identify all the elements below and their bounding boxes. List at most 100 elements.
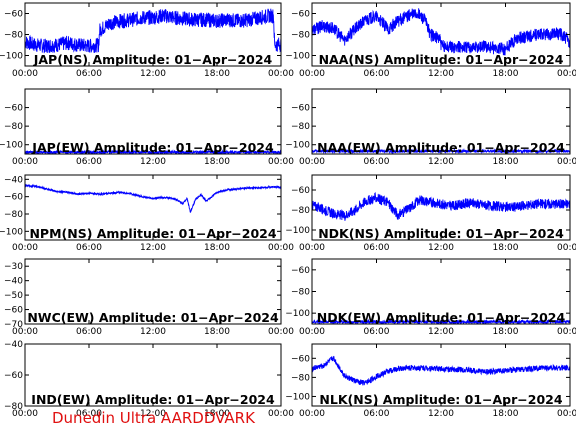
y-tick-label: −60 (291, 186, 310, 196)
x-tick-label: 18:00 (493, 327, 519, 337)
x-tick-label: 12:00 (428, 409, 454, 419)
panel-title: NAA(NS) Amplitude: 01−Apr−2024 (319, 52, 564, 67)
panel-title: JAP(NS) Amplitude: 01−Apr−2024 (33, 52, 273, 67)
y-tick-label: −100 (0, 227, 23, 237)
x-tick-label: 00:00 (557, 243, 576, 253)
panels: −60 −80 −100 00:00 06:00 12:00 18:00 00:00 JAP(N… (0, 2, 576, 419)
x-tick-label: 12:00 (428, 157, 454, 167)
y-tick-label: −60 (291, 266, 310, 276)
y-tick-label: −60 (4, 306, 23, 316)
x-tick-label: 06:00 (364, 409, 390, 419)
panel-2: −60 −80 −100 00:00 06:00 12:00 18:00 00:00 JAP(E… (0, 88, 294, 167)
x-tick-label: 00:00 (299, 243, 325, 253)
y-tick-label: −80 (4, 31, 23, 41)
panel-title: NPM(NS) Amplitude: 01−Apr−2024 (29, 226, 276, 241)
panel-7: −60 −80 −100 00:00 06:00 12:00 18:00 00:00 NDK(E… (285, 258, 576, 337)
y-tick-label: −60 (291, 354, 310, 364)
x-tick-label: 12:00 (140, 157, 166, 167)
x-tick-label: 00:00 (268, 409, 294, 419)
x-tick-label: 06:00 (76, 409, 102, 419)
x-tick-label: 00:00 (299, 327, 325, 337)
x-tick-label: 00:00 (268, 69, 294, 79)
x-tick-label: 18:00 (493, 409, 519, 419)
y-tick-label: −50 (4, 291, 23, 301)
y-tick-label: −100 (0, 52, 23, 62)
x-tick-label: 18:00 (493, 243, 519, 253)
x-tick-label: 18:00 (493, 69, 519, 79)
y-tick-label: −40 (4, 175, 23, 185)
y-tick-label: −80 (291, 373, 310, 383)
x-tick-label: 00:00 (557, 69, 576, 79)
y-tick-label: −100 (285, 226, 310, 236)
x-tick-label: 06:00 (364, 69, 390, 79)
x-tick-label: 12:00 (140, 409, 166, 419)
y-tick-label: −60 (291, 10, 310, 20)
y-tick-label: −40 (4, 277, 23, 287)
y-tick-label: −100 (285, 141, 310, 151)
x-tick-label: 06:00 (76, 327, 102, 337)
x-tick-label: 00:00 (557, 327, 576, 337)
x-tick-label: 12:00 (140, 327, 166, 337)
x-tick-label: 18:00 (204, 327, 230, 337)
y-tick-label: −100 (285, 309, 310, 319)
panel-4: −40 −60 −80 −100 00:00 06:00 12:00 18:00 00:00 NP… (0, 174, 294, 253)
x-tick-label: 00:00 (12, 409, 38, 419)
series-line (312, 355, 570, 386)
panel-title: JAP(EW) Amplitude: 01−Apr−2024 (31, 140, 274, 155)
y-tick-label: −60 (4, 104, 23, 114)
panel-title: NDK(NS) Amplitude: 01−Apr−2024 (318, 226, 564, 241)
x-tick-label: 00:00 (557, 157, 576, 167)
y-tick-label: −80 (291, 31, 310, 41)
x-tick-label: 06:00 (364, 157, 390, 167)
y-tick-label: −80 (4, 402, 23, 412)
x-tick-label: 00:00 (268, 243, 294, 253)
panel-9: −60 −80 −100 00:00 06:00 12:00 18:00 00:00 NLK(N… (285, 343, 576, 419)
x-tick-label: 18:00 (204, 69, 230, 79)
x-tick-label: 18:00 (204, 243, 230, 253)
series-line (312, 191, 570, 221)
y-tick-label: −60 (4, 371, 23, 381)
panel-title: NLK(NS) Amplitude: 01−Apr−2024 (319, 392, 562, 407)
y-tick-label: −60 (291, 104, 310, 114)
y-tick-label: −100 (285, 52, 310, 62)
series-line (312, 8, 570, 56)
y-tick-label: −60 (4, 10, 23, 20)
y-tick-label: −80 (4, 210, 23, 220)
x-tick-label: 00:00 (12, 327, 38, 337)
x-tick-label: 06:00 (364, 243, 390, 253)
y-tick-label: −80 (291, 122, 310, 132)
x-tick-label: 12:00 (428, 243, 454, 253)
x-tick-label: 00:00 (12, 157, 38, 167)
x-tick-label: 06:00 (76, 157, 102, 167)
x-tick-label: 00:00 (299, 157, 325, 167)
panel-5: −60 −80 −100 00:00 06:00 12:00 18:00 00:00 NDK(N… (285, 174, 576, 253)
x-tick-label: 12:00 (140, 69, 166, 79)
x-tick-label: 18:00 (204, 157, 230, 167)
panel-1: −60 −80 −100 00:00 06:00 12:00 18:00 00:00 NAA(N… (285, 2, 576, 79)
x-tick-label: 18:00 (204, 409, 230, 419)
panel-3: −60 −80 −100 00:00 06:00 12:00 18:00 00:00 NAA(E… (285, 88, 576, 167)
x-tick-label: 06:00 (76, 243, 102, 253)
x-tick-label: 12:00 (428, 327, 454, 337)
y-tick-label: −30 (4, 262, 23, 272)
series-line (25, 183, 281, 214)
x-tick-label: 00:00 (268, 327, 294, 337)
x-tick-label: 06:00 (76, 69, 102, 79)
x-tick-label: 00:00 (268, 157, 294, 167)
y-tick-label: −60 (4, 193, 23, 203)
panel-0: −60 −80 −100 00:00 06:00 12:00 18:00 00:00 JAP(N… (0, 2, 294, 79)
y-tick-label: −80 (291, 206, 310, 216)
panel-title: IND(EW) Amplitude: 01−Apr−2024 (31, 392, 275, 407)
x-tick-label: 00:00 (12, 243, 38, 253)
x-tick-label: 12:00 (140, 243, 166, 253)
x-tick-label: 00:00 (299, 409, 325, 419)
y-tick-label: −100 (0, 141, 23, 151)
panel-title: NWC(EW) Amplitude: 01−Apr−2024 (27, 310, 279, 325)
panel-title: NDK(EW) Amplitude: 01−Apr−2024 (317, 310, 566, 325)
x-tick-label: 00:00 (299, 69, 325, 79)
y-tick-label: −70 (4, 320, 23, 330)
x-tick-label: 00:00 (557, 409, 576, 419)
